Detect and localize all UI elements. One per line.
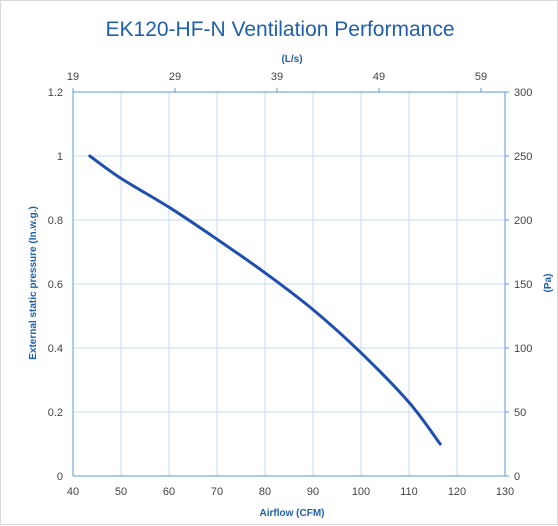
x2-tick-label: 29 (169, 71, 181, 83)
y2-axis-label: (Pa) (543, 274, 554, 293)
x2-tick-label: 39 (271, 71, 283, 83)
y2-tick-label: 0 (514, 471, 520, 483)
y2-tick-label: 200 (514, 215, 532, 227)
x-tick-label: 70 (211, 486, 223, 498)
y-tick-label: 1.2 (48, 87, 63, 99)
tick-layer: 40 50 60 70 80 90 100 110 120 130 19 29 39 49 59 0 0.2 0.… (48, 71, 533, 498)
y-tick-label: 0.2 (48, 407, 63, 419)
x-tick-label: 40 (67, 486, 79, 498)
x-tick-label: 130 (496, 486, 514, 498)
y2-tick-label: 100 (514, 343, 532, 355)
y-tick-label: 0.8 (48, 215, 63, 227)
x-axis-label: Airflow (CFM) (260, 508, 325, 519)
x2-tick-label: 19 (67, 71, 79, 83)
x-tick-label: 100 (352, 486, 370, 498)
x-tick-label: 110 (400, 486, 418, 498)
y2-tick-label: 250 (514, 151, 532, 163)
x-tick-label: 120 (448, 486, 466, 498)
chart-title: EK120-HF-N Ventilation Performance (106, 18, 455, 41)
x-tick-label: 80 (259, 486, 271, 498)
y-tick-label: 0.6 (48, 279, 63, 291)
x-tick-label: 90 (307, 486, 319, 498)
y-axis-label: External static pressure (In.w.g.) (28, 206, 39, 360)
x2-tick-label: 49 (373, 71, 385, 83)
performance-curve (88, 154, 442, 446)
series-layer (88, 154, 442, 446)
y-tick-label: 0.4 (48, 343, 63, 355)
grid-layer (72, 91, 506, 477)
x-tick-label: 50 (115, 486, 127, 498)
y-tick-label: 0 (57, 471, 63, 483)
x2-tick-label: 59 (475, 71, 487, 83)
x-tick-label: 60 (163, 486, 175, 498)
y2-tick-label: 50 (514, 407, 526, 419)
y2-tick-label: 300 (514, 87, 532, 99)
y-tick-label: 1 (57, 151, 63, 163)
x2-axis-label: (L/s) (281, 54, 302, 65)
y2-tick-label: 150 (514, 279, 532, 291)
